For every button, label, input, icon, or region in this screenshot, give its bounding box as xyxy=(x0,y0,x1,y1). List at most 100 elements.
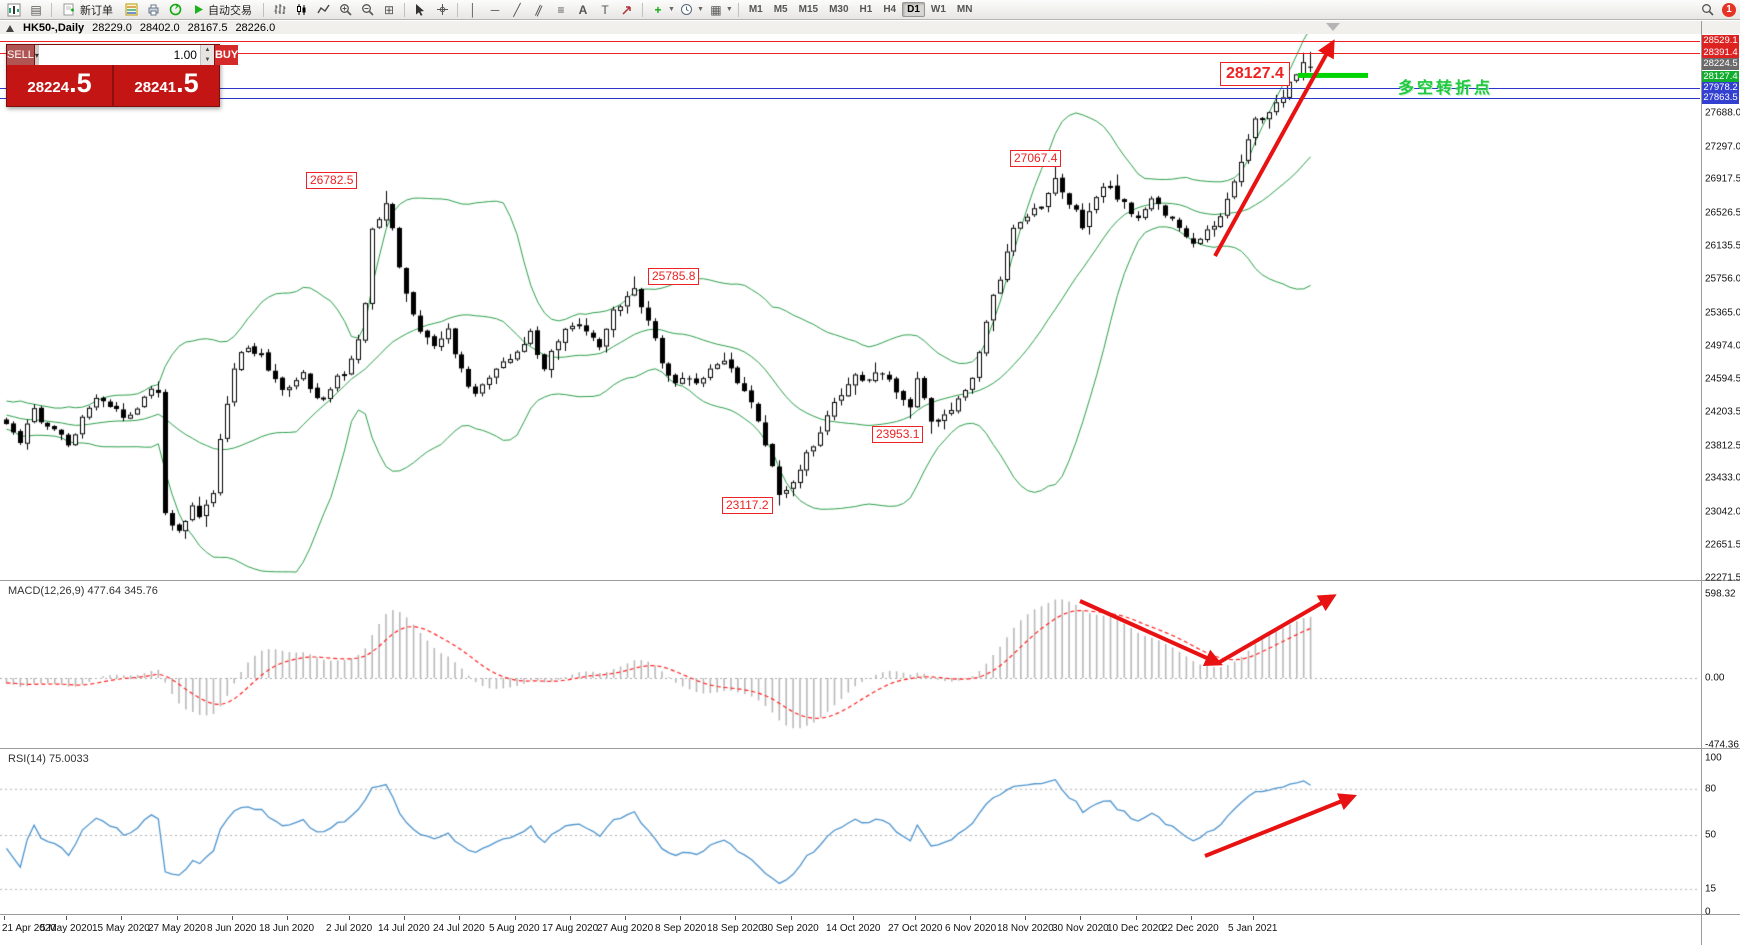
zoom-in-icon[interactable] xyxy=(335,1,355,19)
timeframe-button-mn[interactable]: MN xyxy=(952,2,978,17)
time-axis-label[interactable]: 14 Jul 2020 xyxy=(378,923,430,934)
new-order-button[interactable]: 新订单 xyxy=(57,2,119,18)
bar-chart-icon[interactable] xyxy=(269,1,289,19)
toolbar-separator xyxy=(737,2,739,17)
buy-price-display[interactable]: 28241.5 xyxy=(112,65,219,106)
timeframe-button-h1[interactable]: H1 xyxy=(855,2,878,17)
autotrading-button[interactable]: 自动交易 xyxy=(187,2,258,18)
main-chart-canvas[interactable] xyxy=(0,34,1700,580)
periods-icon[interactable] xyxy=(677,1,697,19)
time-axis-tick xyxy=(570,916,571,920)
cursor-icon[interactable] xyxy=(410,1,430,19)
fibonacci-icon[interactable]: ≡ xyxy=(557,2,565,17)
time-axis-tick xyxy=(121,916,122,920)
market-watch-icon[interactable] xyxy=(121,1,141,19)
price-level-label: 27978.2 xyxy=(1702,82,1739,95)
time-axis-label[interactable]: 5 Jan 2021 xyxy=(1228,923,1278,934)
time-axis-label[interactable]: 17 Aug 2020 xyxy=(542,923,599,934)
text-icon[interactable]: A xyxy=(578,2,588,17)
time-axis-label[interactable]: 2 Jul 2020 xyxy=(326,923,373,934)
search-icon[interactable] xyxy=(1697,1,1717,19)
crosshair-icon[interactable] xyxy=(432,1,452,19)
timeframe-button-m30[interactable]: M30 xyxy=(824,2,853,17)
time-axis-tick xyxy=(625,916,626,920)
panel-separator[interactable] xyxy=(0,580,1740,581)
time-axis-label[interactable]: 27 May 2020 xyxy=(148,923,206,934)
time-axis-label[interactable]: 15 May 2020 xyxy=(92,923,150,934)
timeframe-button-d1[interactable]: D1 xyxy=(902,2,925,17)
price-annotation: 23117.2 xyxy=(722,497,773,514)
time-axis-label[interactable]: 8 Sep 2020 xyxy=(655,923,707,934)
indicators-icon[interactable]: + xyxy=(654,2,662,17)
time-axis-label[interactable]: 5 May 2020 xyxy=(40,923,93,934)
toolbar-separator xyxy=(457,2,458,17)
time-axis-label[interactable]: 30 Nov 2020 xyxy=(1052,923,1109,934)
time-axis-label[interactable]: 18 Nov 2020 xyxy=(997,923,1054,934)
time-axis-label[interactable]: 10 Dec 2020 xyxy=(1107,923,1164,934)
candlestick-chart-icon[interactable] xyxy=(291,1,311,19)
periods-dropdown-icon[interactable]: ▼ xyxy=(696,6,704,13)
volume-up-icon[interactable]: ▲ xyxy=(204,47,211,53)
line-chart-icon[interactable] xyxy=(313,1,333,19)
time-axis-label[interactable]: 21 Apr 2020 xyxy=(2,923,56,934)
price-annotation: 23953.1 xyxy=(872,426,924,443)
panel-separator[interactable] xyxy=(0,914,1740,915)
tile-windows-icon[interactable]: ⊞ xyxy=(383,2,395,17)
time-axis-label[interactable]: 27 Oct 2020 xyxy=(888,923,943,934)
macd-axis-label: -474.36 xyxy=(1705,739,1739,751)
equidistant-channel-icon[interactable]: ∥ xyxy=(533,1,545,18)
time-axis-label[interactable]: 14 Oct 2020 xyxy=(826,923,881,934)
price-level-label: 27863.5 xyxy=(1702,92,1739,105)
volume-down-icon[interactable]: ▼ xyxy=(204,57,211,63)
buy-price-frac: .5 xyxy=(176,68,199,98)
price-axis-label: 27688.0 xyxy=(1705,107,1740,119)
volume-stepper[interactable]: ▲ ▼ xyxy=(199,45,214,65)
print-icon[interactable] xyxy=(143,1,163,19)
horizontal-line-icon[interactable]: ─ xyxy=(490,2,500,17)
timeframe-button-m15[interactable]: M15 xyxy=(794,2,823,17)
notification-badge[interactable]: 1 xyxy=(1722,2,1736,17)
time-axis-label[interactable]: 18 Jun 2020 xyxy=(259,923,315,934)
time-axis-label[interactable]: 30 Sep 2020 xyxy=(762,923,819,934)
trendline-icon[interactable]: ╱ xyxy=(513,2,521,17)
time-axis-label[interactable]: 27 Aug 2020 xyxy=(597,923,654,934)
time-axis-label[interactable]: 24 Jul 2020 xyxy=(433,923,485,934)
templates-dropdown-icon[interactable]: ▼ xyxy=(725,6,733,13)
text-label-icon[interactable]: T xyxy=(601,2,609,17)
zoom-out-icon[interactable] xyxy=(357,1,377,19)
rsi-indicator-label: RSI(14) 75.0033 xyxy=(8,753,89,765)
sell-price-display[interactable]: 28224.5 xyxy=(7,65,112,106)
rsi-panel-canvas[interactable] xyxy=(0,750,1700,914)
macd-panel-canvas[interactable] xyxy=(0,582,1700,748)
volume-dropdown-button[interactable]: ▾ xyxy=(34,45,39,65)
sell-button[interactable]: SELL xyxy=(7,45,35,65)
time-axis-label[interactable]: 8 Jun 2020 xyxy=(207,923,257,934)
panel-separator[interactable] xyxy=(0,748,1740,749)
price-axis-label: 27297.0 xyxy=(1705,141,1740,153)
ohlc-low: 28167.5 xyxy=(187,21,228,34)
autotrading-play-icon xyxy=(195,5,203,14)
vertical-line-icon[interactable]: │ xyxy=(469,2,477,17)
price-annotation: 27067.4 xyxy=(1010,150,1062,167)
timeframe-button-h4[interactable]: H4 xyxy=(878,2,901,17)
toolbar-separator xyxy=(263,2,264,17)
indicators-dropdown-icon[interactable]: ▼ xyxy=(668,6,675,13)
time-axis-tick xyxy=(1191,916,1192,920)
new-chart-icon[interactable] xyxy=(4,1,24,19)
time-axis-label[interactable]: 18 Sep 2020 xyxy=(707,923,764,934)
strategy-tester-icon[interactable] xyxy=(165,1,185,19)
timeframe-button-w1[interactable]: W1 xyxy=(926,2,951,17)
time-axis-tick xyxy=(735,916,736,920)
time-axis-label[interactable]: 22 Dec 2020 xyxy=(1162,923,1219,934)
buy-price-main: 28241 xyxy=(134,79,177,96)
arrows-tool-icon[interactable] xyxy=(617,1,637,19)
price-axis-label: 23812.5 xyxy=(1705,440,1740,452)
buy-button[interactable]: BUY xyxy=(214,45,239,65)
time-axis-label[interactable]: 6 Nov 2020 xyxy=(945,923,997,934)
timeframe-button-m1[interactable]: M1 xyxy=(744,2,768,17)
templates-icon[interactable]: ▦ xyxy=(710,2,722,17)
timeframe-button-m5[interactable]: M5 xyxy=(769,2,793,17)
volume-input[interactable] xyxy=(38,45,200,65)
time-axis-label[interactable]: 5 Aug 2020 xyxy=(489,923,540,934)
profiles-icon[interactable]: ▤ xyxy=(30,2,42,17)
